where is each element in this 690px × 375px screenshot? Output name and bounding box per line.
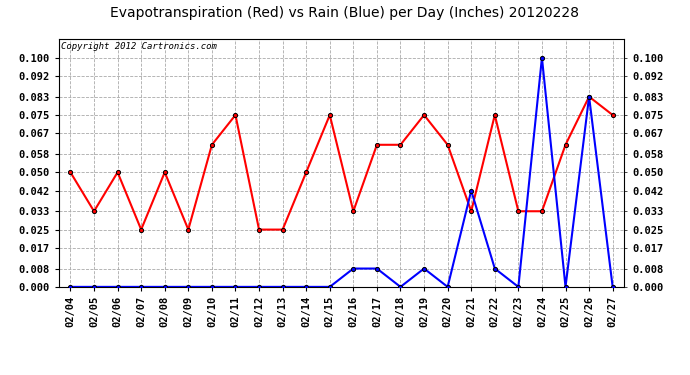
Text: Evapotranspiration (Red) vs Rain (Blue) per Day (Inches) 20120228: Evapotranspiration (Red) vs Rain (Blue) … xyxy=(110,6,580,20)
Text: Copyright 2012 Cartronics.com: Copyright 2012 Cartronics.com xyxy=(61,42,217,51)
